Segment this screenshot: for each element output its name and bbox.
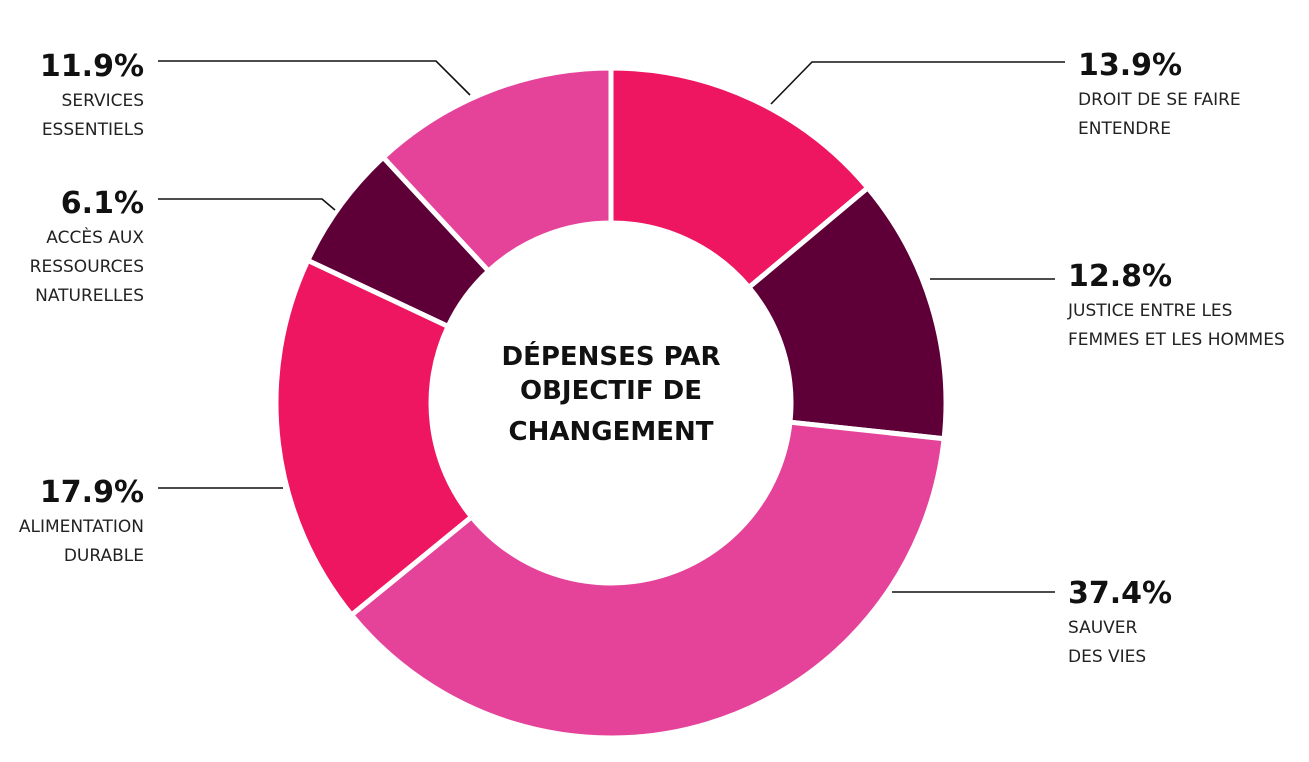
slice-percent-label-4: 17.9% (40, 475, 144, 510)
donut-slice-3 (349, 419, 947, 741)
slice-percent-label-2: 12.8% (1068, 259, 1172, 294)
donut-slices (273, 65, 949, 741)
slice-category-label-2-line-1: JUSTICE ENTRE LES (1067, 301, 1232, 321)
leader-line-6 (158, 60, 471, 96)
slice-category-label-3-line-1: SAUVER (1068, 618, 1138, 638)
slice-category-label-3-line-2: DES VIES (1068, 647, 1146, 667)
donut-slice-6 (380, 65, 614, 274)
chart-title-line-3: CHANGEMENT (509, 417, 714, 447)
slice-category-label-6-line-1: SERVICES (62, 91, 144, 111)
leader-line-5 (158, 198, 336, 211)
slice-category-label-5-line-3: NATURELLES (35, 286, 144, 306)
leader-lines (158, 60, 1065, 593)
slice-labels: 13.9% DROIT DE SE FAIRE ENTENDRE 12.8% JUSTI… (19, 48, 1285, 667)
slice-percent-label-1: 13.9% (1078, 48, 1182, 83)
slice-percent-label-6: 11.9% (40, 49, 144, 84)
slice-category-label-2-line-2: FEMMES ET LES HOMMES (1068, 330, 1285, 350)
slice-category-label-5-line-1: ACCÈS AUX (46, 226, 144, 248)
slice-percent-label-3: 37.4% (1068, 576, 1172, 611)
slice-category-label-4-line-1: ALIMENTATION (19, 517, 144, 537)
leader-line-1 (770, 61, 1065, 105)
donut-slice-1 (608, 65, 871, 290)
slice-category-label-4-line-2: DURABLE (64, 546, 144, 566)
chart-title-line-1: DÉPENSES PAR (502, 340, 721, 372)
slice-category-label-1-line-1: DROIT DE SE FAIRE (1078, 90, 1241, 110)
slice-percent-label-5: 6.1% (61, 186, 144, 221)
slice-category-label-1-line-2: ENTENDRE (1078, 119, 1171, 139)
slice-category-label-5-line-2: RESSOURCES (30, 257, 144, 277)
chart-title-line-2: OBJECTIF DE (520, 376, 702, 406)
donut-slice-2 (746, 185, 949, 442)
chart-title: DÉPENSES PAR OBJECTIF DE CHANGEMENT (502, 340, 721, 447)
donut-slice-4 (273, 257, 475, 618)
slice-category-label-6-line-2: ESSENTIELS (42, 120, 144, 140)
